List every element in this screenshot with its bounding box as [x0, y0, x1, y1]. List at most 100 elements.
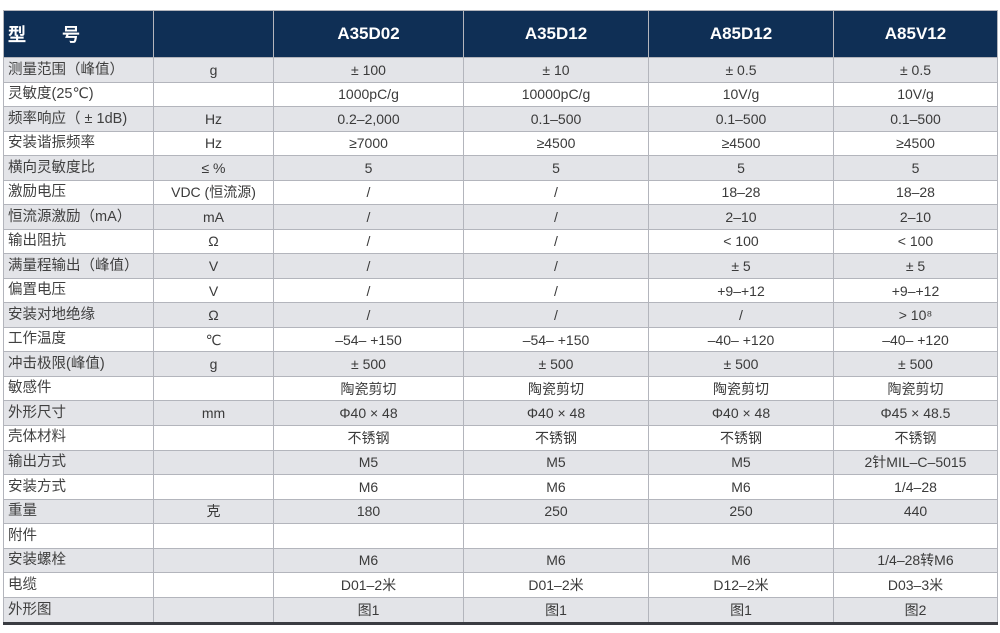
table-row: 冲击极限(峰值) g ± 500 ± 500 ± 500 ± 500 — [3, 351, 998, 377]
param-label: 附件 — [3, 523, 154, 549]
param-unit: VDC (恒流源) — [153, 179, 274, 206]
table-row: 重量克 180 250 250 440 — [3, 498, 998, 525]
param-value: M6 — [273, 474, 464, 500]
param-value: D03–3米 — [833, 572, 998, 598]
param-value: +9–+12 — [833, 277, 998, 304]
param-value: ± 100 — [273, 57, 464, 83]
param-value: 2–10 — [648, 204, 834, 230]
param-label: 电缆 — [3, 572, 154, 598]
param-value: 5 — [833, 155, 998, 181]
param-value: –54– +150 — [463, 326, 649, 353]
table-row: 输出阻抗 Ω / / < 100 < 100 — [3, 228, 998, 255]
param-value: / — [273, 253, 464, 279]
param-value: M6 — [273, 547, 464, 574]
param-value: 不锈钢 — [833, 424, 998, 451]
param-value: ≥7000 — [273, 130, 464, 157]
param-value: 图1 — [463, 596, 649, 625]
param-value: 不锈钢 — [648, 424, 834, 451]
param-unit: V — [153, 253, 274, 279]
param-value: / — [273, 179, 464, 206]
param-value: ± 0.5 — [833, 57, 998, 83]
param-label: 重量 — [3, 498, 154, 525]
table-row: 安装螺栓 M6 M6 M6 1/4–28转M6 — [3, 547, 998, 574]
param-value: 5 — [463, 155, 649, 181]
param-value: 0.2–2,000 — [273, 106, 464, 132]
param-value: / — [463, 179, 649, 206]
param-value: ± 5 — [833, 253, 998, 279]
param-value: Φ40 × 48 — [648, 400, 834, 426]
param-label: 频率响应（ ± 1dB) — [3, 106, 154, 132]
table-row: 激励电压 VDC (恒流源) //18–28 18–28 — [3, 179, 998, 206]
param-unit: mA — [153, 204, 274, 230]
param-label: 灵敏度(25℃) — [3, 81, 154, 108]
param-value: ± 0.5 — [648, 57, 834, 83]
param-label: 输出方式 — [3, 449, 154, 476]
param-label: 激励电压 — [3, 179, 154, 206]
param-value: 10V/g — [833, 81, 998, 108]
param-value: M6 — [463, 474, 649, 500]
param-value: ± 500 — [833, 351, 998, 377]
param-unit: g — [153, 57, 274, 83]
param-value: Φ40 × 48 — [273, 400, 464, 426]
table-row: 偏置电压 V / / +9–+12 +9–+12 — [3, 277, 998, 304]
param-value: 图2 — [833, 596, 998, 625]
param-value: < 100 — [833, 228, 998, 255]
param-value: ≥4500 — [463, 130, 649, 157]
param-value: ± 5 — [648, 253, 834, 279]
param-value: 18–28 — [833, 179, 998, 206]
param-unit: g — [153, 351, 274, 377]
param-value: 10V/g — [648, 81, 834, 108]
param-label: 敏感件 — [3, 375, 154, 402]
param-value: / — [463, 253, 649, 279]
param-label: 横向灵敏度比 — [3, 155, 154, 181]
param-value: –40– +120 — [833, 326, 998, 353]
param-unit — [153, 572, 274, 598]
param-value: 陶瓷剪切 — [273, 375, 464, 402]
table-row: 外形尺寸 mm Φ40 × 48 Φ40 × 48 Φ40 × 48 Φ45 × 48.5 — [3, 400, 998, 426]
param-value: M6 — [648, 547, 834, 574]
table-row: 工作温度 ℃ –54– +150 –54– +150 –40– +120 –40– +12… — [3, 326, 998, 353]
param-value: 陶瓷剪切 — [463, 375, 649, 402]
param-value: / — [273, 302, 464, 328]
table-row: 外形图 图1 图1 图1 图2 — [3, 596, 998, 625]
param-value: M5 — [463, 449, 649, 476]
param-value — [273, 523, 464, 549]
param-unit — [153, 375, 274, 402]
param-value: / — [648, 302, 834, 328]
param-value: M6 — [648, 474, 834, 500]
param-unit: Hz — [153, 130, 274, 157]
param-value: –54– +150 — [273, 326, 464, 353]
param-value: ≥4500 — [648, 130, 834, 157]
table-row: 附件 — [3, 523, 998, 549]
param-value: > 10⁸ — [833, 302, 998, 328]
param-value: 1/4–28 — [833, 474, 998, 500]
param-label: 测量范围（峰值） — [3, 57, 154, 83]
param-value: 18–28 — [648, 179, 834, 206]
param-unit: Hz — [153, 106, 274, 132]
param-value: 250 — [648, 498, 834, 525]
param-label: 壳体材料 — [3, 424, 154, 451]
param-value: 不锈钢 — [463, 424, 649, 451]
table-row: 灵敏度(25℃) 1000pC/g 10000pC/g 10V/g 10V/g — [3, 81, 998, 108]
header-model-a85d12: A85D12 — [648, 10, 834, 58]
table-row: 电缆 D01–2米 D01–2米 D12–2米 D03–3米 — [3, 572, 998, 598]
param-value: 0.1–500 — [833, 106, 998, 132]
param-value: 陶瓷剪切 — [833, 375, 998, 402]
param-value: / — [463, 277, 649, 304]
param-label: 安装对地绝缘 — [3, 302, 154, 328]
param-value: / — [463, 204, 649, 230]
param-value: ≥4500 — [833, 130, 998, 157]
param-value — [833, 523, 998, 549]
table-row: 安装谐振频率 Hz ≥7000 ≥4500 ≥4500 ≥4500 — [3, 130, 998, 157]
param-value: ± 500 — [273, 351, 464, 377]
spec-table: 型 号 A35D02 A35D12 A85D12 A85V12 测量范围（峰值）… — [3, 10, 998, 625]
param-value: 180 — [273, 498, 464, 525]
param-value: ± 500 — [463, 351, 649, 377]
param-unit: Ω — [153, 302, 274, 328]
param-unit — [153, 596, 274, 625]
param-label: 恒流源激励（mA） — [3, 204, 154, 230]
param-value: D01–2米 — [273, 572, 464, 598]
param-value: 5 — [648, 155, 834, 181]
table-row: 满量程输出（峰值） V / / ± 5 ± 5 — [3, 253, 998, 279]
header-model-a85v12: A85V12 — [833, 10, 998, 58]
